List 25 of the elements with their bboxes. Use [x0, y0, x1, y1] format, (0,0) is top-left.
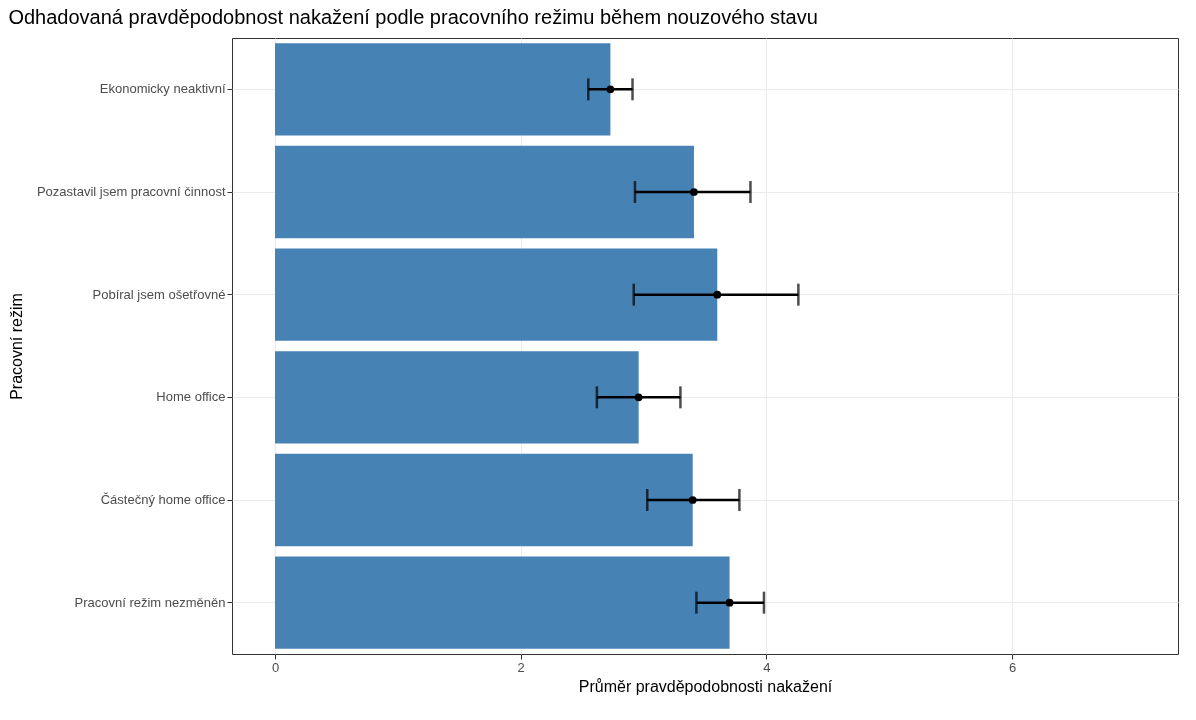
bar [275, 43, 611, 136]
bar [275, 351, 639, 444]
point [725, 598, 734, 607]
point [634, 393, 643, 402]
y-tick-label: Pobíral jsem ošetřovné [92, 286, 226, 302]
x-tick-label: 0 [271, 659, 280, 675]
y-tick-label: Částečný home office [100, 492, 226, 507]
point [690, 188, 698, 196]
y-axis-title: Pracovní režim [7, 293, 25, 400]
chart-title: Odhadovaná pravděpodobnost nakažení podle pracovního režimu během nouzového stavu [8, 6, 818, 28]
bar [275, 248, 718, 341]
point [713, 290, 722, 299]
bar [275, 556, 730, 649]
x-tick-label: 4 [763, 659, 771, 675]
point [688, 496, 697, 504]
bar [275, 145, 694, 239]
y-tick-label: Home office [156, 389, 226, 405]
y-tick-label: Pracovní režim nezměněn [74, 594, 226, 610]
x-axis-title: Průměr pravděpodobnosti nakažení [578, 677, 833, 695]
y-tick-label: Ekonomicky neaktivní [99, 81, 226, 97]
x-tick-label: 6 [1009, 659, 1017, 675]
bar [275, 453, 693, 547]
y-tick-label: Pozastavil jsem pracovní činnost [36, 184, 226, 199]
point [606, 85, 615, 94]
x-tick-label: 2 [517, 659, 525, 675]
